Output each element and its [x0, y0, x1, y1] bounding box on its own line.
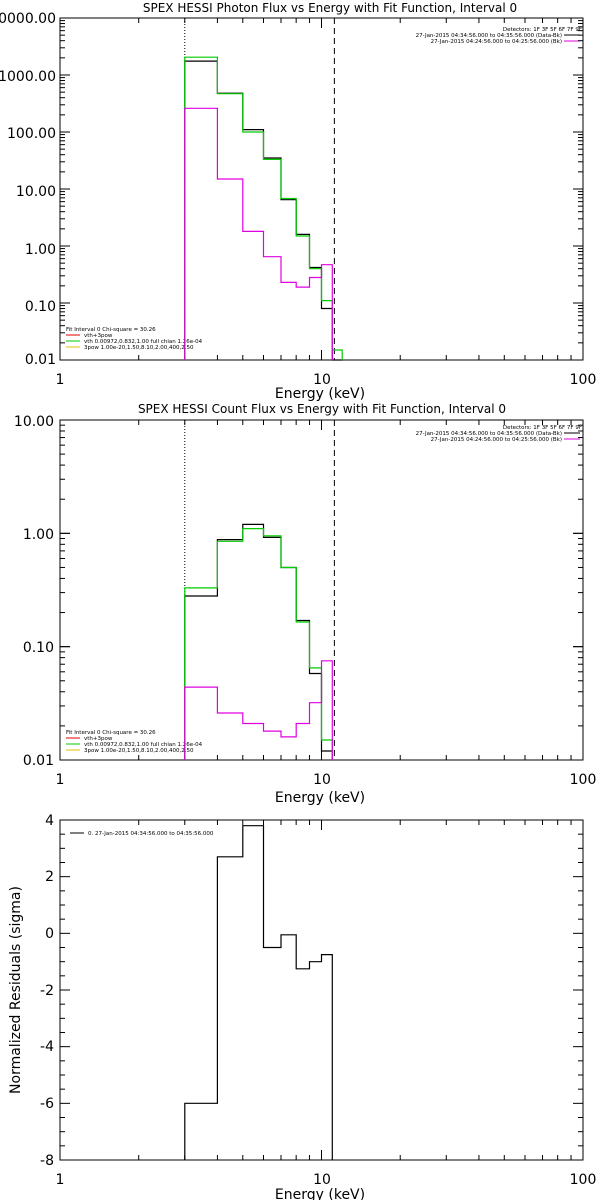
legend-left: Fit Interval 0 Chi-square = 30.26 vth+3p… [66, 730, 203, 754]
y-tick-label: 0000.00 [0, 11, 56, 27]
x-axis-label: Energy (keV) [275, 1187, 365, 1200]
series-line-1 [184, 528, 333, 760]
y-tick-label: 0.10 [25, 299, 56, 315]
series-line-2 [184, 107, 333, 360]
legend-entry-data: 27-Jan-2015 04:34:56.000 to 04:35:56.000… [416, 33, 562, 39]
y-tick-label: 0.01 [25, 352, 56, 368]
fit-interval-label: Fit Interval 0 Chi-square = 30.26 [66, 327, 156, 333]
legend-left: Fit Interval 0 Chi-square = 30.26 vth+3p… [66, 327, 203, 351]
legend-entry-total: vth+3pow [84, 333, 113, 339]
x-axis: 1 10 100 Energy (keV) [56, 772, 597, 806]
plot-area [59, 17, 584, 361]
legend-entry-3pow: 3pow 1.00e-20,1.50,8.10,2.00,400,2.50 [84, 748, 194, 754]
legend-entry-vth: vth 0.00972,0.832,1.00 full chian 1.26e-… [84, 339, 203, 345]
legend-entry-3pow: 3pow 1.00e-20,1.50,8.10,2.00,400,2.50 [84, 345, 194, 351]
y-axis: 0.01 0.10 1.00 10.00 [14, 414, 54, 769]
legend-right: Detectors: 1F 3F 5F 6F 7F 9F 27-Jan-2015… [416, 27, 582, 45]
x-axis-label: Energy (keV) [275, 386, 365, 402]
fit-interval-label: Fit Interval 0 Chi-square = 30.26 [66, 730, 156, 736]
legend-entry-total: vth+3pow [84, 736, 113, 742]
series-line-0 [184, 523, 333, 760]
photon-flux-panel: SPEX HESSI Photon Flux vs Energy with Fi… [0, 1, 596, 402]
plot-area [59, 419, 584, 761]
x-tick-label: 10 [313, 772, 331, 788]
y-tick-label: 0 [45, 926, 54, 942]
legend-left: 0. 27-Jan-2015 04:34:56.000 to 04:35:56.… [70, 831, 214, 837]
y-tick-label: 10.00 [14, 414, 54, 430]
panel-title: SPEX HESSI Photon Flux vs Energy with Fi… [143, 1, 517, 15]
y-tick-label: -6 [40, 1096, 54, 1112]
x-tick-label: 1 [56, 372, 65, 388]
y-axis: -8 -6 -4 -2 0 2 4 Normalized Residuals (… [8, 813, 54, 1169]
plot-area [59, 819, 584, 1161]
legend-right: Detectors: 1F 3F 5F 6F 7F 9F 27-Jan-2015… [416, 425, 582, 443]
y-axis: 0.01 0.10 1.00 10.00 100.00 1000.00 0000… [0, 11, 56, 368]
plot-frame [59, 819, 584, 1161]
y-tick-label: 1.00 [23, 527, 54, 543]
legend-entry-bk: 27-Jan-2015 04:24:56.000 to 04:25:56.000… [431, 39, 562, 45]
legend-entry-vth: vth 0.00972,0.832,1.00 full chian 1.26e-… [84, 742, 203, 748]
y-tick-label: -8 [40, 1153, 54, 1169]
series-line-0 [184, 825, 333, 1160]
x-axis-label: Energy (keV) [275, 790, 365, 806]
x-tick-label: 10 [313, 1172, 331, 1188]
detectors-label: Detectors: 1F 3F 5F 6F 7F 9F [503, 425, 582, 431]
x-axis: 1 10 100 Energy (keV) [56, 1172, 597, 1200]
series-line-0 [184, 60, 343, 361]
y-tick-label: -2 [40, 983, 54, 999]
panel-title: SPEX HESSI Count Flux vs Energy with Fit… [138, 402, 506, 416]
series-line-2 [184, 660, 333, 760]
legend-entry-bk: 27-Jan-2015 04:24:56.000 to 04:25:56.000… [431, 437, 562, 443]
y-axis-label: Normalized Residuals (sigma) [8, 886, 24, 1094]
y-tick-label: -4 [40, 1039, 54, 1055]
legend-entry-interval: 0. 27-Jan-2015 04:34:56.000 to 04:35:56.… [88, 831, 214, 837]
y-tick-label: 4 [45, 813, 54, 829]
legend-entry-data: 27-Jan-2015 04:34:56.000 to 04:35:56.000… [416, 431, 562, 437]
detectors-label: Detectors: 1F 3F 5F 6F 7F 9F [503, 27, 582, 33]
x-tick-label: 1 [56, 1172, 65, 1188]
residuals-panel: -8 -6 -4 -2 0 2 4 Normalized Residuals (… [8, 813, 596, 1200]
y-tick-label: 1.00 [25, 242, 56, 258]
y-tick-label: 0.01 [23, 753, 54, 769]
y-tick-label: 2 [45, 869, 54, 885]
x-tick-label: 10 [313, 372, 331, 388]
count-flux-panel: SPEX HESSI Count Flux vs Energy with Fit… [14, 402, 596, 806]
x-tick-label: 100 [570, 772, 597, 788]
y-tick-label: 100.00 [7, 126, 56, 142]
y-tick-label: 1000.00 [0, 69, 56, 85]
y-tick-label: 10.00 [16, 184, 56, 200]
x-tick-label: 1 [56, 772, 65, 788]
y-tick-label: 0.10 [23, 640, 54, 656]
x-tick-label: 100 [570, 372, 597, 388]
series-line-1 [184, 56, 343, 360]
x-axis: 1 10 100 Energy (keV) [56, 372, 597, 402]
x-tick-label: 100 [570, 1172, 597, 1188]
